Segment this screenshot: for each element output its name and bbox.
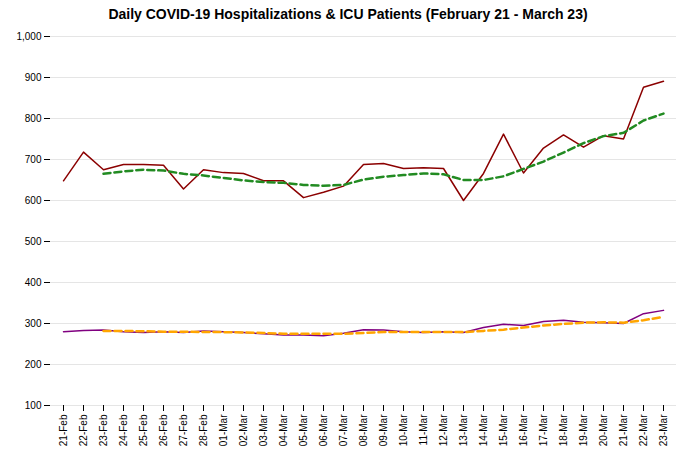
svg-text:1,000: 1,000: [16, 31, 41, 42]
svg-text:18-Mar: 18-Mar: [558, 414, 569, 446]
svg-text:21-Mar: 21-Mar: [618, 414, 629, 446]
svg-text:23-Feb: 23-Feb: [98, 414, 109, 446]
svg-text:19-Mar: 19-Mar: [578, 414, 589, 446]
svg-text:01-Mar: 01-Mar: [218, 414, 229, 446]
svg-text:900: 900: [25, 72, 42, 83]
svg-text:17-Mar: 17-Mar: [538, 414, 549, 446]
svg-text:14-Mar: 14-Mar: [478, 414, 489, 446]
html-text:Daily COVID-19 Hospitalization: Daily COVID-19 Hospitalizations & ICU Pa…: [108, 6, 588, 22]
svg-text:15-Mar: 15-Mar: [498, 414, 509, 446]
svg-text:100: 100: [25, 400, 42, 411]
svg-text:27-Feb: 27-Feb: [178, 414, 189, 446]
svg-text:05-Mar: 05-Mar: [298, 414, 309, 446]
svg-text:09-Mar: 09-Mar: [378, 414, 389, 446]
svg-text:02-Mar: 02-Mar: [238, 414, 249, 446]
svg-text:04-Mar: 04-Mar: [278, 414, 289, 446]
svg-text:21-Feb: 21-Feb: [58, 414, 69, 446]
svg-text:500: 500: [25, 236, 42, 247]
svg-text:700: 700: [25, 154, 42, 165]
svg-text:400: 400: [25, 277, 42, 288]
svg-text:22-Mar: 22-Mar: [638, 414, 649, 446]
svg-text:03-Mar: 03-Mar: [258, 414, 269, 446]
svg-text:20-Mar: 20-Mar: [598, 414, 609, 446]
svg-text:12-Mar: 12-Mar: [438, 414, 449, 446]
svg-text:16-Mar: 16-Mar: [518, 414, 529, 446]
svg-text:22-Feb: 22-Feb: [78, 414, 89, 446]
svg-text:13-Mar: 13-Mar: [458, 414, 469, 446]
svg-text:800: 800: [25, 113, 42, 124]
svg-text:08-Mar: 08-Mar: [358, 414, 369, 446]
svg-text:23-Mar: 23-Mar: [658, 414, 669, 446]
svg-text:24-Feb: 24-Feb: [118, 414, 129, 446]
svg-text:28-Feb: 28-Feb: [198, 414, 209, 446]
svg-text:06-Mar: 06-Mar: [318, 414, 329, 446]
svg-text:25-Feb: 25-Feb: [138, 414, 149, 446]
svg-text:26-Feb: 26-Feb: [158, 414, 169, 446]
svg-text:600: 600: [25, 195, 42, 206]
svg-text:07-Mar: 07-Mar: [338, 414, 349, 446]
svg-text:11-Mar: 11-Mar: [418, 414, 429, 446]
svg-text:10-Mar: 10-Mar: [398, 414, 409, 446]
svg-text:300: 300: [25, 318, 42, 329]
svg-text:200: 200: [25, 359, 42, 370]
